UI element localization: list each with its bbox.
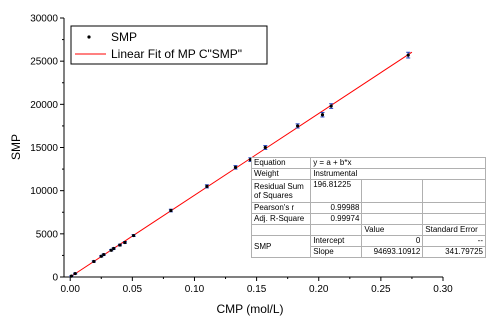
intercept-stderr: -- (422, 235, 486, 247)
legend-label-smp: SMP (111, 30, 137, 44)
table-row: Equation y = a + b*x (250, 157, 486, 169)
adj-r-square-label: Adj. R-Square (250, 213, 312, 225)
y-axis-title: SMP (9, 134, 23, 160)
intercept-label: Intercept (310, 235, 363, 247)
data-point-group (168, 208, 173, 213)
data-point (118, 243, 122, 247)
data-point (69, 274, 74, 278)
equation-label: Equation (250, 157, 312, 169)
data-point (112, 246, 116, 251)
x-tick-label: 0.15 (247, 284, 267, 295)
rss-value: 196.81225 (310, 179, 363, 203)
y-tick-label: 5000 (36, 229, 59, 240)
pearson-value: 0.99988 (310, 202, 363, 214)
data-point-group (295, 123, 300, 129)
slope-label: Slope (310, 246, 363, 258)
y-tick-label: 30000 (30, 14, 58, 25)
intercept-value: 0 (361, 235, 424, 247)
slope-value: 94693.10912 (361, 246, 424, 258)
empty-cell (422, 179, 486, 203)
data-point (263, 145, 267, 150)
legend-label-fit: Linear Fit of MP C"SMP" (111, 47, 242, 61)
data-point (320, 113, 325, 117)
data-point (169, 208, 173, 213)
table-row: Residual Sum of Squares 196.81225 (250, 179, 486, 203)
slope-stderr: 341.79725 (422, 246, 486, 258)
data-point (205, 184, 209, 188)
data-point (73, 271, 77, 276)
data-point (406, 53, 410, 57)
legend-box (70, 25, 268, 65)
x-axis-title: CMP (mol/L) (216, 302, 283, 316)
x-tick-label: 0.20 (309, 284, 329, 295)
y-tick-label: 10000 (30, 186, 58, 197)
data-point-group (131, 233, 136, 238)
ticks: 0.00 0.05 0.10 0.15 0.20 0.25 0.30 0 5000 10000 15… (30, 14, 453, 296)
x-tick-label: 0.10 (185, 284, 205, 295)
x-tick-label: 0.00 (60, 284, 80, 295)
points-layer (69, 51, 411, 278)
y-tick-label: 15000 (30, 143, 58, 154)
data-point-group (406, 51, 411, 59)
table-row: Pearson's r 0.99988 (250, 202, 486, 214)
legend-marker-smp (87, 35, 91, 39)
data-point-group (204, 184, 209, 189)
y-tick-label: 20000 (30, 100, 58, 111)
table-row: SMP Intercept 0 -- (250, 235, 486, 258)
data-point (131, 233, 136, 238)
fit-line-layer (69, 51, 413, 278)
empty-cell (361, 213, 424, 225)
data-point (296, 124, 300, 128)
x-tick-label: 0.30 (433, 284, 453, 295)
y-tick-label: 25000 (30, 57, 58, 68)
weight-value: Instrumental (310, 168, 486, 180)
data-point (102, 252, 106, 257)
data-point (329, 104, 333, 108)
weight-label: Weight (250, 168, 312, 180)
standard-error-header: Standard Error (422, 224, 486, 236)
data-point-group (111, 246, 116, 251)
legend: SMP Linear Fit of MP C"SMP" (70, 25, 268, 65)
table-row: Weight Instrumental (250, 168, 486, 180)
x-tick-label: 0.25 (371, 284, 391, 295)
empty-cell (250, 224, 312, 236)
data-point-group (117, 243, 122, 247)
fit-line (69, 51, 413, 278)
fit-statistics-table: Equation y = a + b*x Weight Instrumental… (250, 157, 486, 258)
data-point-group (69, 274, 74, 278)
empty-cell (310, 224, 363, 236)
empty-cell (422, 202, 486, 214)
data-point-group (91, 259, 96, 264)
table-row: Adj. R-Square 0.99974 (250, 213, 486, 225)
data-point (233, 165, 238, 169)
table-row: Value Standard Error (250, 224, 486, 236)
data-point-group (233, 165, 238, 170)
empty-cell (361, 179, 424, 203)
pearson-label: Pearson's r (250, 202, 312, 214)
data-point-group (329, 103, 334, 109)
data-point-group (101, 252, 106, 257)
data-point-group (122, 240, 127, 245)
x-tick-label: 0.05 (123, 284, 143, 295)
equation-value: y = a + b*x (310, 157, 486, 169)
data-point (123, 240, 127, 245)
data-point (92, 259, 96, 264)
rss-label: Residual Sum of Squares (250, 179, 312, 203)
value-header: Value (361, 224, 424, 236)
empty-cell (361, 202, 424, 214)
group-label: SMP (250, 235, 312, 258)
table-row: Slope 94693.10912 341.79725 (252, 246, 486, 258)
y-tick-label: 0 (52, 273, 58, 284)
adj-r-square-value: 0.99974 (310, 213, 363, 225)
data-point-group (73, 271, 78, 276)
data-point-group (263, 145, 268, 150)
empty-cell (422, 213, 486, 225)
data-point-group (320, 111, 325, 118)
